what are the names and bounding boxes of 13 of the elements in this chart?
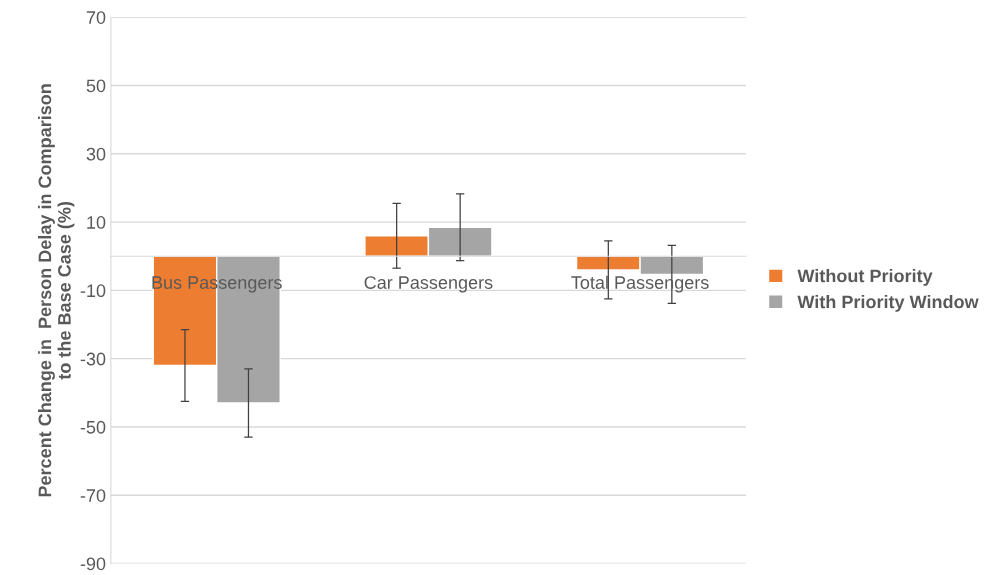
x-tick-label: Car Passengers: [364, 276, 493, 293]
y-tick-label: 30: [86, 147, 106, 161]
y-tick-label: 70: [86, 11, 106, 24]
y-tick-label: -50: [80, 420, 106, 434]
y-tick-label: -30: [80, 352, 106, 366]
y-tick-label: -70: [80, 489, 106, 502]
y-tick-label: -10: [80, 284, 106, 298]
legend-label: With Priority Window: [797, 294, 979, 312]
legend-label: Without Priority: [797, 269, 933, 286]
y-tick-label: -90: [80, 557, 106, 571]
y-tick-label: 50: [86, 79, 106, 93]
y-axis-title: Percent Change in Person Delay in Comparison to the Base Case (%): [38, 84, 75, 497]
y-tick-label: 10: [87, 216, 106, 229]
